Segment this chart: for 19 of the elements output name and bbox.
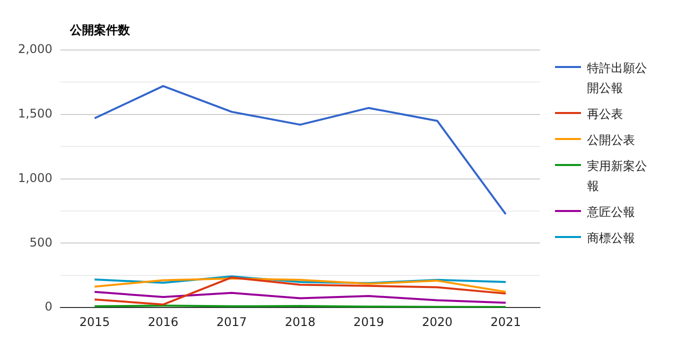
chart-title: 公開案件数 — [70, 22, 130, 39]
legend-label: 再公表 — [587, 106, 624, 123]
legend-label: 意匠公報 — [587, 204, 636, 221]
y-tick-label: 0 — [44, 300, 52, 314]
x-tick-label: 2017 — [216, 314, 247, 329]
x-tick-label: 2016 — [148, 314, 178, 329]
x-tick-label: 2015 — [79, 314, 110, 329]
x-tick-label: 2018 — [284, 314, 316, 329]
legend-label: 特許出願公開公報 — [587, 60, 648, 97]
y-tick-label: 1,500 — [18, 106, 52, 121]
x-tick-label: 2021 — [490, 314, 522, 329]
legend-label: 商標公報 — [587, 230, 636, 247]
x-tick-label: 2019 — [353, 314, 384, 329]
y-tick-label: 500 — [29, 235, 52, 250]
legend-label: 公開公表 — [587, 132, 636, 149]
legend-label: 実用新案公報 — [587, 158, 648, 195]
y-tick-label: 1,000 — [18, 170, 52, 185]
x-tick-label: 2020 — [422, 314, 452, 329]
y-tick-label: 2,000 — [18, 42, 52, 56]
